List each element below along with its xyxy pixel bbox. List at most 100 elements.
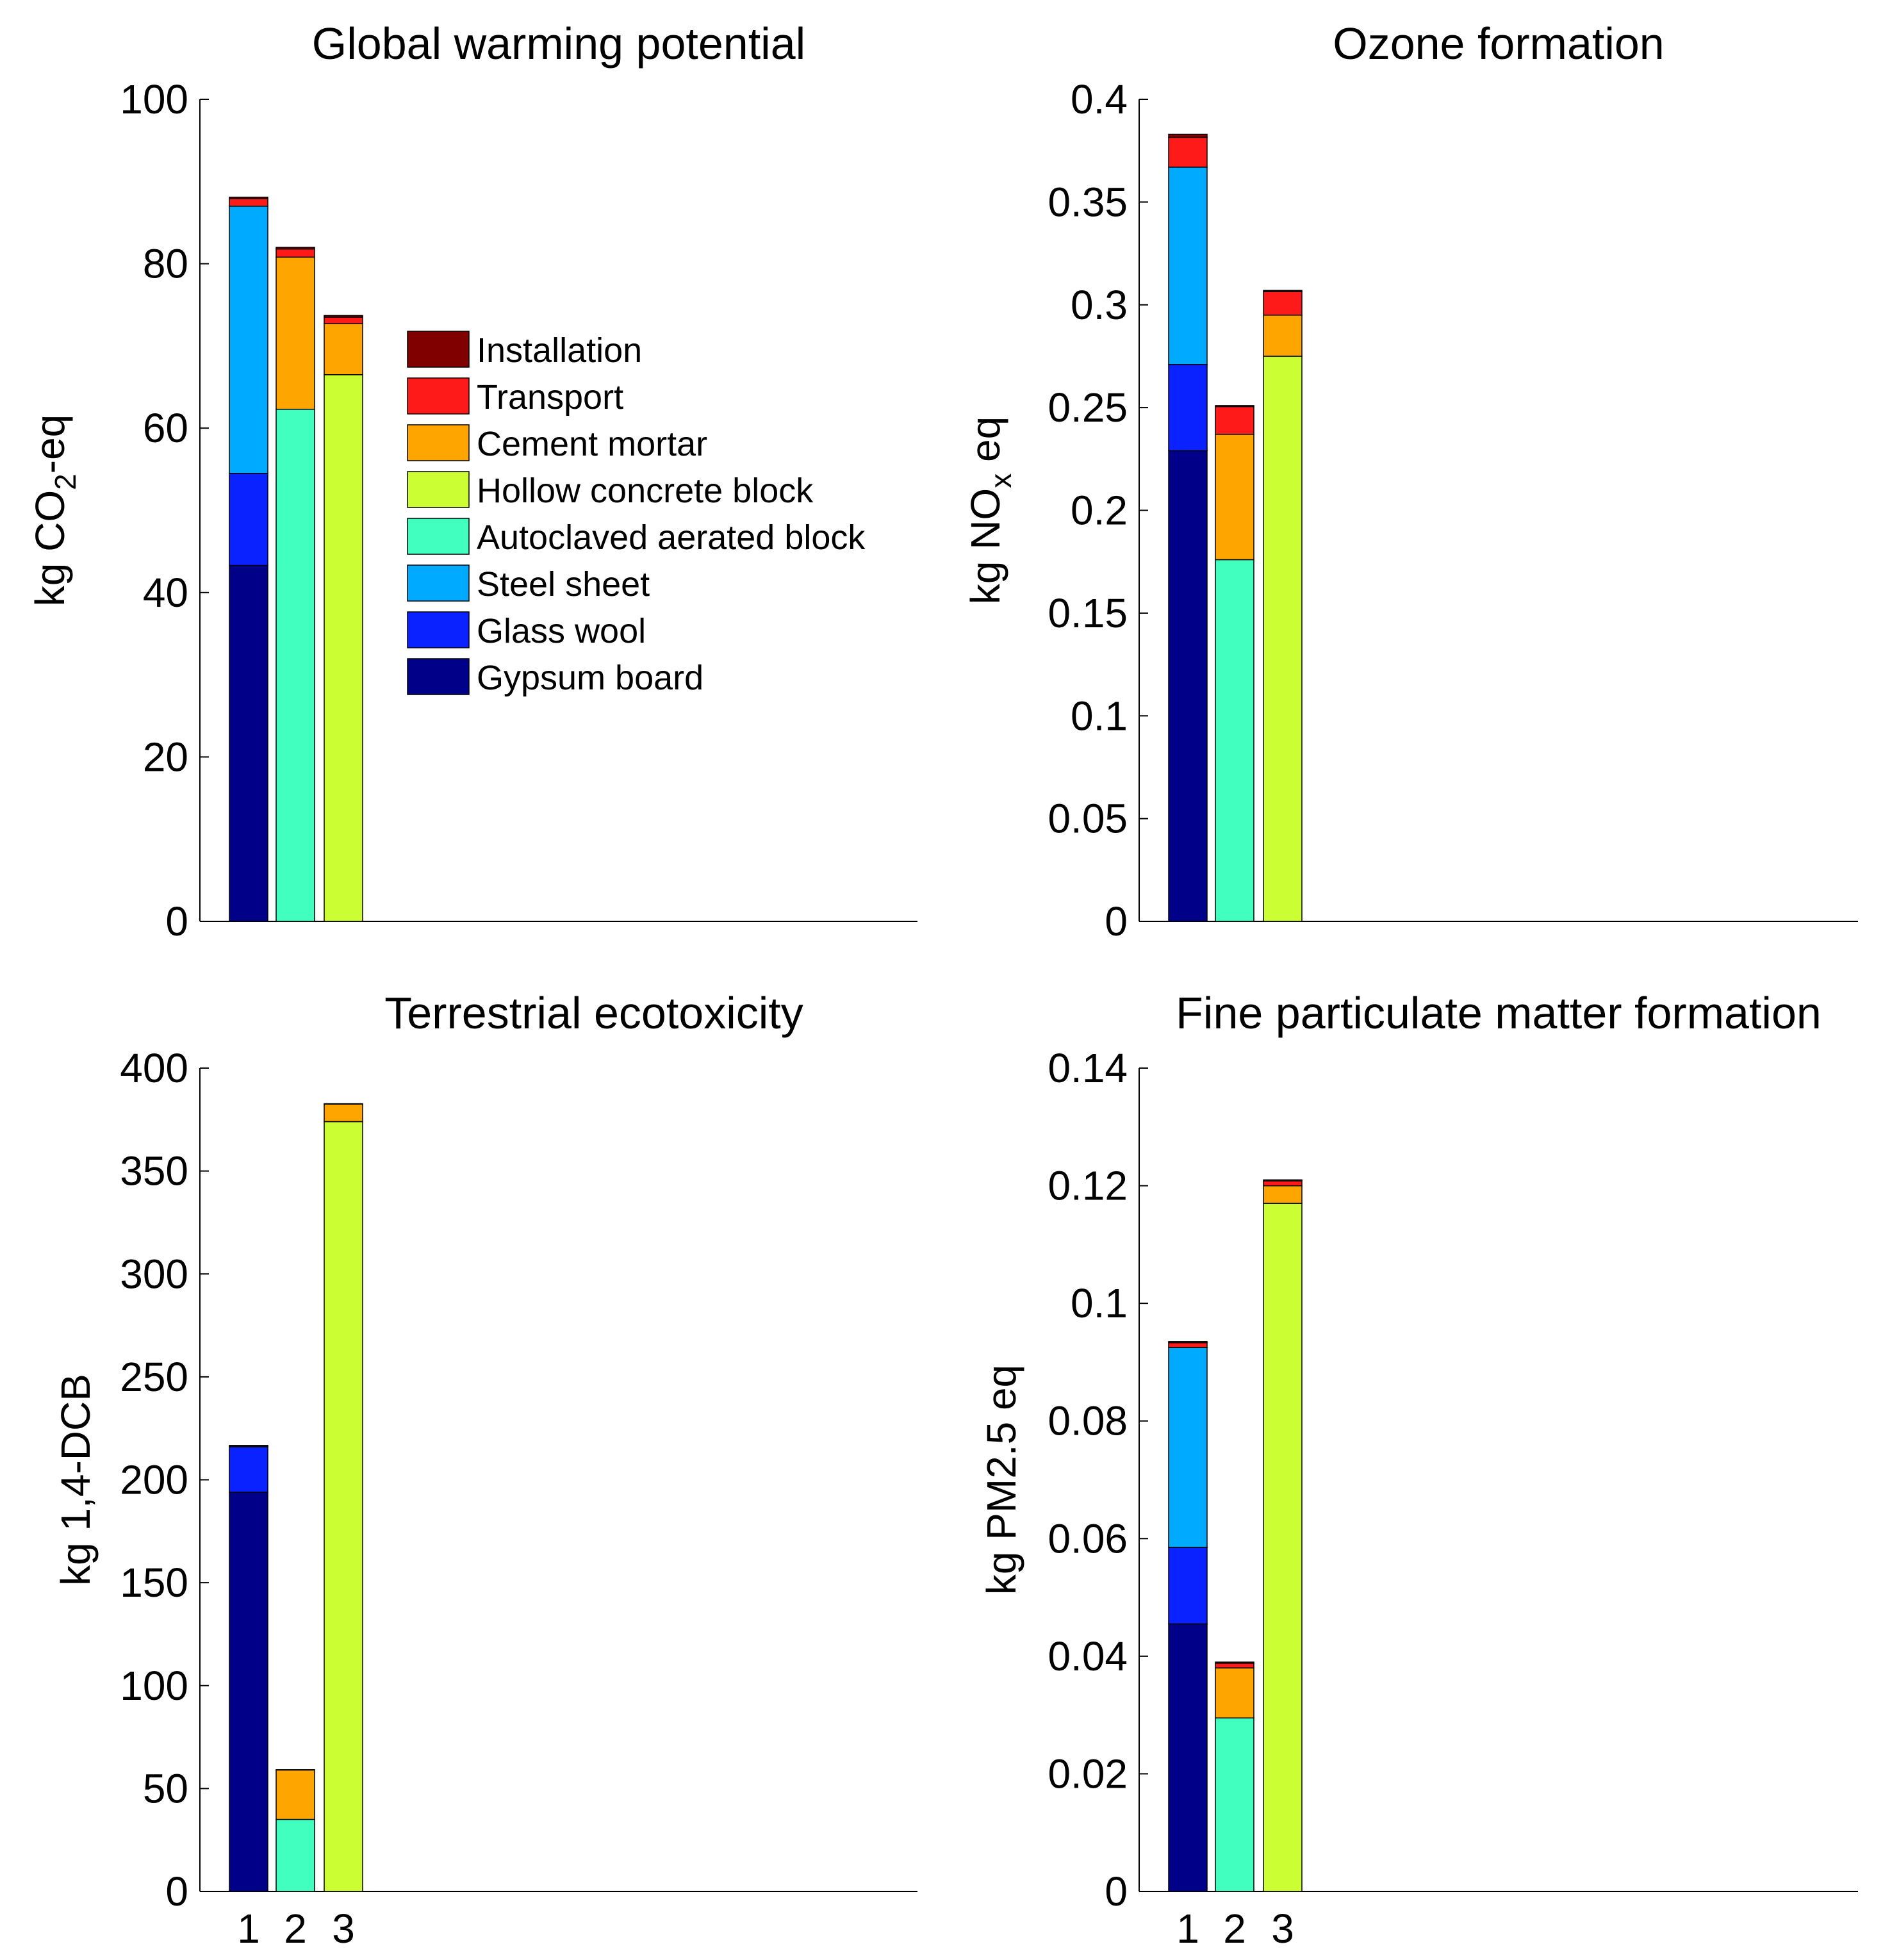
- legend-swatch: [407, 518, 470, 555]
- bar-segment-autoclaved-aerated-block: [275, 408, 315, 922]
- y-tick-label: 0: [1105, 1868, 1128, 1915]
- y-tick-label: 80: [143, 241, 188, 287]
- x-tick-label: 1: [1176, 1906, 1199, 1952]
- y-tick-label: 0.3: [1071, 282, 1128, 328]
- y-tick-label: 0.12: [1048, 1163, 1128, 1209]
- bar-segment-gypsum-board: [229, 564, 268, 922]
- bar-segment-installation: [1168, 133, 1208, 138]
- bar-segment-installation: [324, 315, 363, 318]
- bar-segment-transport: [1215, 406, 1254, 435]
- y-axis-label: kg 1,4-DCB: [53, 1374, 99, 1586]
- legend: Installation Transport Cement mortar Hollow…: [407, 331, 866, 697]
- y-tick-label: 50: [143, 1765, 188, 1811]
- chart-title: Global warming potential: [312, 19, 805, 69]
- y-tick-label: 0.04: [1048, 1633, 1128, 1679]
- chart-title: Fine particulate matter formation: [1176, 988, 1821, 1038]
- y-tick-label: 0.06: [1048, 1515, 1128, 1561]
- y-tick-label: 100: [120, 76, 188, 122]
- y-tick-label: 0.4: [1071, 76, 1128, 122]
- bar-segment-cement-mortar: [1263, 315, 1303, 357]
- y-tick-label: 0.08: [1048, 1398, 1128, 1444]
- y-tick-label: 0.2: [1071, 488, 1128, 534]
- y-tick-label: 60: [143, 405, 188, 451]
- bar-segment-autoclaved-aerated-block: [1215, 1717, 1254, 1892]
- y-axis-label: kg NOx eq: [962, 416, 1017, 604]
- bar-segment-installation: [275, 247, 315, 250]
- bar-segment-cement-mortar: [275, 1769, 315, 1820]
- bar-segment-hollow-concrete-block: [1263, 356, 1303, 922]
- y-tick-label: 0.35: [1048, 179, 1128, 225]
- panel-ozone-formation: 0 0.05 0.1 0.15 0.2 0.25 0.3 0.35 0.4 Ozone forma…: [962, 19, 1858, 944]
- y-tick-label: 300: [120, 1251, 188, 1297]
- bar-segment-transport: [324, 1103, 363, 1105]
- x-tick-label: 2: [1223, 1906, 1246, 1952]
- legend-swatch: [407, 658, 470, 695]
- bar-segment-cement-mortar: [1263, 1185, 1303, 1204]
- y-tick-label: 0.15: [1048, 590, 1128, 636]
- bar-segment-autoclaved-aerated-block: [275, 1818, 315, 1892]
- bar-segment-transport: [229, 198, 268, 207]
- legend-swatch: [407, 377, 470, 415]
- y-tick-label: 40: [143, 570, 188, 616]
- y-tick-label: 400: [120, 1045, 188, 1091]
- y-tick-label: 0: [1105, 898, 1128, 944]
- legend-swatch: [407, 471, 470, 508]
- bar-segment-installation: [1263, 290, 1303, 292]
- y-tick-label: 0: [165, 1868, 188, 1915]
- legend-swatch: [407, 611, 470, 648]
- panel-fine-particulate: 0 0.02 0.04 0.06 0.08 0.1 0.12 0.14 Fine particu…: [978, 988, 1858, 1952]
- chart-title: Terrestrial ecotoxicity: [384, 988, 803, 1038]
- y-tick-label: 150: [120, 1560, 188, 1606]
- bar-segment-glass-wool: [1168, 1547, 1208, 1625]
- bar-segment-transport: [1263, 1180, 1303, 1187]
- bar-segment-hollow-concrete-block: [324, 374, 363, 922]
- bar-segment-transport: [1168, 1342, 1208, 1348]
- bar-segment-installation: [1168, 1341, 1208, 1344]
- bar-segment-gypsum-board: [1168, 450, 1208, 922]
- legend-label: Transport: [477, 378, 623, 416]
- bar-segment-glass-wool: [1168, 364, 1208, 452]
- x-tick-label: 3: [1271, 1906, 1294, 1952]
- y-axis-label: kg PM2.5 eq: [978, 1365, 1024, 1595]
- legend-label: Cement mortar: [477, 425, 707, 463]
- bar-segment-transport: [229, 1445, 268, 1447]
- bar-segment-glass-wool: [229, 1446, 268, 1493]
- y-tick-label: 0.25: [1048, 384, 1128, 431]
- legend-label: Gypsum board: [477, 659, 703, 697]
- bar-segment-cement-mortar: [324, 1103, 363, 1123]
- chart-title: Ozone formation: [1333, 19, 1664, 69]
- legend-label: Installation: [477, 331, 642, 370]
- legend-swatch: [407, 564, 470, 602]
- y-tick-label: 0.02: [1048, 1750, 1128, 1797]
- y-tick-label: 0.1: [1071, 1280, 1128, 1326]
- y-tick-label: 20: [143, 734, 188, 780]
- y-tick-label: 0.14: [1048, 1045, 1128, 1091]
- bar-segment-cement-mortar: [324, 323, 363, 375]
- y-axis-label: kg CO2-eq: [27, 415, 82, 606]
- bar-segment-transport: [324, 317, 363, 325]
- bar-segment-cement-mortar: [1215, 434, 1254, 561]
- x-tick-label: 1: [237, 1906, 260, 1952]
- bar-segment-cement-mortar: [275, 256, 315, 410]
- bar-segment-installation: [1215, 405, 1254, 408]
- bar-segment-installation: [1263, 1179, 1303, 1182]
- y-tick-label: 350: [120, 1148, 188, 1194]
- bar-segment-autoclaved-aerated-block: [1215, 559, 1254, 922]
- legend-label: Steel sheet: [477, 565, 650, 604]
- bar-segment-gypsum-board: [229, 1492, 268, 1892]
- y-tick-label: 200: [120, 1457, 188, 1503]
- bar-segment-hollow-concrete-block: [1263, 1203, 1303, 1892]
- bar-segment-glass-wool: [229, 473, 268, 566]
- bar-segment-steel-sheet: [1168, 1347, 1208, 1548]
- bar-segment-transport: [1215, 1663, 1254, 1668]
- legend-label: Autoclaved aerated block: [477, 518, 866, 557]
- bar-segment-installation: [1215, 1661, 1254, 1664]
- bar-segment-gypsum-board: [1168, 1623, 1208, 1892]
- y-tick-label: 0.1: [1071, 693, 1128, 739]
- legend-swatch: [407, 424, 470, 461]
- panel-terrestrial-ecotoxicity: 0 50 100 150 200 250 300 350 400 Terrestrial ecot…: [53, 988, 917, 1952]
- bar-segment-transport: [1263, 291, 1303, 316]
- panel-global-warming: 0 20 40 60 80 100 Global warming potential kg C…: [27, 19, 917, 944]
- y-tick-label: 0: [165, 898, 188, 944]
